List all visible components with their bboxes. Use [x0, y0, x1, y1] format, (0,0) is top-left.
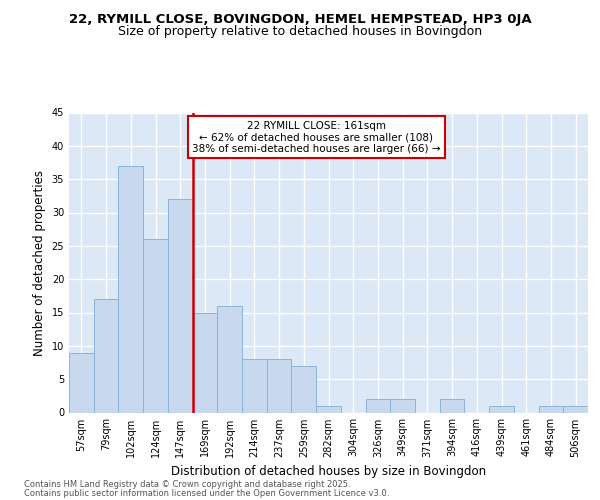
Text: 22 RYMILL CLOSE: 161sqm
← 62% of detached houses are smaller (108)
38% of semi-d: 22 RYMILL CLOSE: 161sqm ← 62% of detache… [192, 120, 440, 154]
Bar [168, 199, 193, 412]
Text: Contains HM Land Registry data © Crown copyright and database right 2025.: Contains HM Land Registry data © Crown c… [24, 480, 350, 489]
Bar [563, 406, 588, 412]
X-axis label: Distribution of detached houses by size in Bovingdon: Distribution of detached houses by size … [171, 465, 486, 478]
Text: Contains public sector information licensed under the Open Government Licence v3: Contains public sector information licen… [24, 488, 389, 498]
Bar [242, 359, 267, 412]
Bar [489, 406, 514, 412]
Bar [440, 399, 464, 412]
Bar [69, 352, 94, 412]
Bar [316, 406, 341, 412]
Bar [267, 359, 292, 412]
Bar [390, 399, 415, 412]
Bar [539, 406, 563, 412]
Bar [94, 299, 118, 412]
Bar [292, 366, 316, 412]
Text: Size of property relative to detached houses in Bovingdon: Size of property relative to detached ho… [118, 25, 482, 38]
Bar [118, 166, 143, 412]
Bar [143, 239, 168, 412]
Bar [365, 399, 390, 412]
Y-axis label: Number of detached properties: Number of detached properties [33, 170, 46, 356]
Text: 22, RYMILL CLOSE, BOVINGDON, HEMEL HEMPSTEAD, HP3 0JA: 22, RYMILL CLOSE, BOVINGDON, HEMEL HEMPS… [68, 12, 532, 26]
Bar [193, 312, 217, 412]
Bar [217, 306, 242, 412]
